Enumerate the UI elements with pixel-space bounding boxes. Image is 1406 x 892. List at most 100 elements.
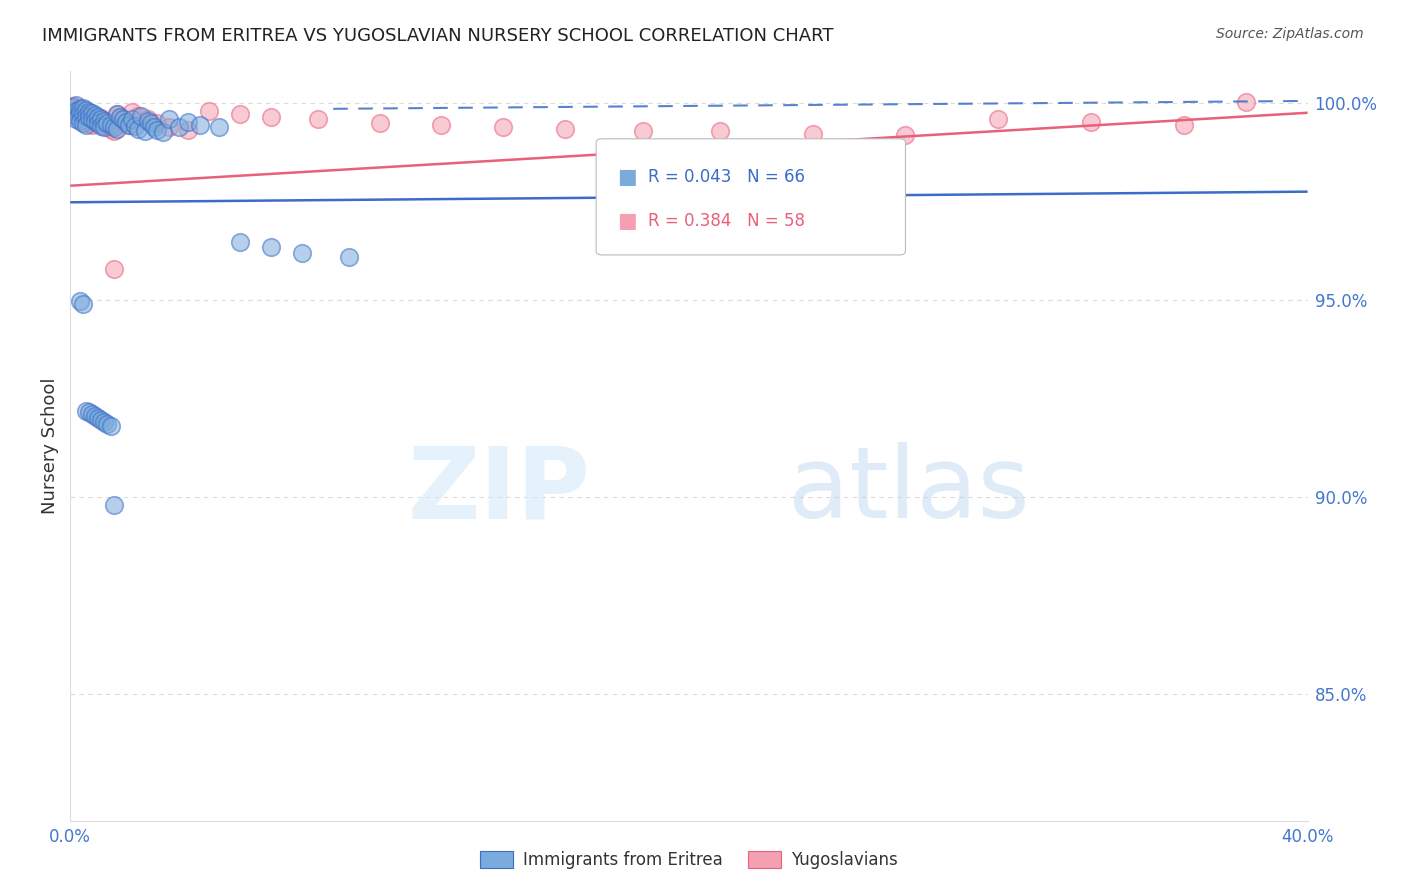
- Point: [229, 235, 252, 249]
- Point: [87, 113, 110, 128]
- Point: [801, 127, 824, 141]
- Point: [69, 113, 91, 128]
- Point: [90, 119, 112, 133]
- Point: [260, 110, 283, 124]
- Point: [118, 118, 141, 132]
- Point: [492, 120, 515, 134]
- Point: [1080, 115, 1102, 129]
- Point: [75, 109, 97, 123]
- Point: [72, 101, 94, 115]
- Point: [108, 110, 131, 124]
- Point: [75, 105, 97, 120]
- Text: atlas: atlas: [787, 442, 1029, 540]
- Point: [127, 109, 149, 123]
- Point: [188, 118, 211, 132]
- Point: [80, 112, 103, 127]
- Legend: Immigrants from Eritrea, Yugoslavians: Immigrants from Eritrea, Yugoslavians: [474, 845, 904, 876]
- Point: [96, 417, 118, 432]
- Point: [87, 411, 110, 425]
- Point: [111, 112, 134, 127]
- Point: [69, 102, 91, 116]
- Point: [105, 121, 128, 136]
- Point: [115, 115, 138, 129]
- Point: [167, 120, 190, 135]
- Point: [142, 120, 165, 134]
- Point: [100, 419, 122, 434]
- Point: [105, 107, 128, 121]
- Text: R = 0.384   N = 58: R = 0.384 N = 58: [648, 211, 806, 230]
- Point: [87, 116, 110, 130]
- Point: [65, 101, 87, 115]
- Point: [84, 113, 107, 128]
- Point: [87, 110, 110, 124]
- Point: [93, 415, 115, 429]
- Point: [136, 112, 159, 127]
- Point: [103, 261, 125, 276]
- Point: [90, 111, 112, 125]
- Point: [77, 110, 100, 124]
- Point: [430, 118, 453, 132]
- Point: [93, 120, 115, 135]
- Point: [87, 116, 110, 130]
- Point: [987, 112, 1010, 126]
- Point: [77, 115, 100, 129]
- Point: [291, 245, 314, 260]
- Point: [96, 120, 118, 134]
- Point: [124, 119, 146, 133]
- Point: [65, 98, 87, 112]
- Point: [152, 126, 174, 140]
- Point: [157, 120, 180, 134]
- Point: [72, 107, 94, 121]
- Point: [77, 108, 100, 122]
- Point: [90, 115, 112, 129]
- Point: [75, 118, 97, 132]
- Point: [93, 113, 115, 128]
- Point: [131, 109, 153, 123]
- Point: [1173, 118, 1195, 132]
- Text: R = 0.043   N = 66: R = 0.043 N = 66: [648, 169, 806, 186]
- Point: [108, 110, 131, 124]
- Point: [84, 115, 107, 129]
- Text: ■: ■: [617, 211, 637, 231]
- Point: [127, 121, 149, 136]
- Point: [177, 115, 200, 129]
- Point: [337, 250, 360, 264]
- Text: ZIP: ZIP: [408, 442, 591, 540]
- Point: [72, 104, 94, 119]
- Point: [77, 405, 100, 419]
- Point: [75, 403, 97, 417]
- Point: [1234, 95, 1257, 109]
- Point: [72, 297, 94, 311]
- Point: [72, 115, 94, 129]
- Point: [93, 118, 115, 132]
- Point: [65, 112, 87, 126]
- Point: [69, 110, 91, 124]
- Point: [62, 105, 84, 120]
- Point: [198, 103, 221, 118]
- Point: [103, 123, 125, 137]
- Point: [157, 112, 180, 126]
- Point: [77, 104, 100, 119]
- Point: [121, 112, 143, 126]
- FancyBboxPatch shape: [596, 139, 905, 255]
- Text: IMMIGRANTS FROM ERITREA VS YUGOSLAVIAN NURSERY SCHOOL CORRELATION CHART: IMMIGRANTS FROM ERITREA VS YUGOSLAVIAN N…: [42, 27, 834, 45]
- Point: [84, 409, 107, 424]
- Point: [69, 105, 91, 120]
- Point: [146, 116, 169, 130]
- Point: [75, 113, 97, 128]
- Point: [75, 108, 97, 122]
- Point: [631, 123, 654, 137]
- Point: [80, 408, 103, 422]
- Point: [80, 110, 103, 124]
- Point: [139, 116, 162, 130]
- Point: [84, 112, 107, 126]
- Point: [69, 293, 91, 308]
- Point: [62, 100, 84, 114]
- Point: [72, 103, 94, 118]
- Point: [96, 115, 118, 129]
- Point: [103, 498, 125, 512]
- Point: [75, 103, 97, 117]
- Point: [121, 104, 143, 119]
- Point: [709, 124, 731, 138]
- Point: [146, 122, 169, 136]
